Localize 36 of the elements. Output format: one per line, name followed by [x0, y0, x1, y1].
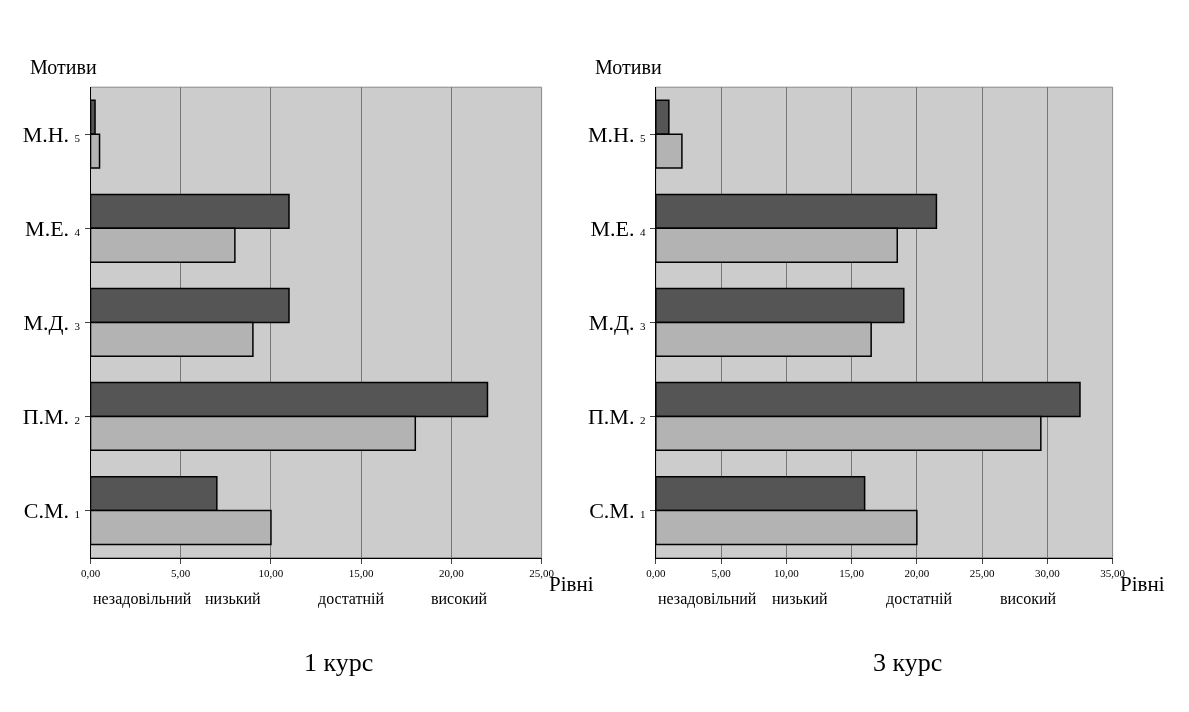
x-tick-label: 15,00 [348, 566, 375, 579]
y-tick-label: М.Е. 4 [590, 216, 646, 242]
x-tick-label: 25,00 [529, 566, 555, 579]
x-tick-label: 5,00 [171, 566, 191, 579]
text: низький [772, 590, 829, 607]
text: низький [205, 590, 262, 607]
text: незадовільний [658, 590, 757, 608]
text: 1 курс [304, 648, 374, 677]
y-tick-label: М.Д. 3 [588, 310, 646, 336]
text: 3 курс [873, 648, 943, 677]
y-tick-label: П.М. 2 [587, 404, 646, 430]
y-axis-title: Мотиви [595, 56, 662, 78]
x-tick-label: 10,00 [258, 566, 284, 579]
y-tick-label: П.М. 2 [22, 404, 81, 430]
x-tick-label: 0,00 [80, 566, 101, 579]
y-tick-label: М.Н. 5 [22, 121, 81, 147]
x-tick-label: 20,00 [904, 566, 930, 579]
text: високий [1000, 590, 1057, 607]
y-tick-label: М.Е. 4 [25, 216, 81, 242]
y-axis-title: Мотиви [30, 56, 97, 78]
x-tick-label: 25,00 [969, 566, 995, 579]
x-tick-label: 30,00 [1034, 566, 1061, 579]
text: достатній [318, 590, 385, 608]
text: незадовільний [93, 590, 192, 608]
x-tick-label: 15,00 [839, 566, 865, 579]
y-tick-label: М.Н. 5 [587, 121, 646, 147]
text: достатній [886, 590, 953, 608]
x-tick-label: 20,00 [439, 566, 465, 579]
y-tick-label: С.М. 1 [23, 498, 81, 524]
y-tick-label: М.Д. 3 [23, 310, 81, 336]
x-tick-label: 0,00 [646, 566, 666, 579]
text: високий [431, 590, 488, 607]
x-tick-label: 35,00 [1100, 566, 1126, 579]
x-tick-label: 5,00 [711, 566, 732, 579]
x-tick-label: 10,00 [773, 566, 800, 579]
y-tick-label: С.М. 1 [589, 498, 646, 524]
